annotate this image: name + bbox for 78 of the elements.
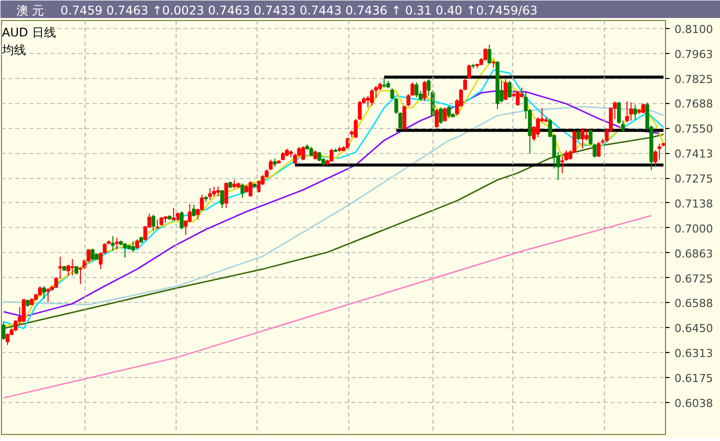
candlestick: [382, 78, 386, 88]
candlestick: [625, 100, 629, 123]
candlestick: [584, 128, 588, 141]
annotation: 均线: [0, 42, 26, 57]
candlestick: [446, 105, 451, 118]
candlestick: [180, 210, 184, 230]
candlestick: [131, 240, 135, 254]
candlestick: [370, 88, 374, 106]
y-tick-label: 0.7275: [674, 172, 713, 186]
candlestick: [208, 188, 212, 200]
candlestick: [313, 150, 318, 160]
candlestick: [301, 146, 306, 161]
candlestick: [212, 186, 216, 197]
y-tick-label: 0.6313: [674, 347, 713, 360]
candlestick: [483, 47, 488, 62]
candlestick: [390, 88, 394, 100]
y-tick-label: 0.6175: [674, 372, 713, 386]
y-tick-label: 0.6863: [674, 247, 713, 260]
candlestick: [516, 90, 520, 106]
candlestick: [402, 105, 406, 130]
candlestick: [414, 82, 418, 98]
candlestick: [629, 102, 633, 122]
candlestick: [508, 80, 512, 98]
candlestick: [467, 64, 472, 80]
candlestick: [110, 236, 115, 252]
candlestick: [90, 248, 95, 261]
y-tick-label: 0.7963: [674, 48, 713, 61]
candlestick: [224, 182, 228, 209]
chart-subtitle: 0.7459 0.7463 ↑0.0023 0.7463 0.7433 0.7443 0.7436 ↑ 0.31 0.40 ↑0.7459/63: [60, 3, 538, 18]
candlestick: [192, 204, 196, 217]
chart-title: 澳 元: [16, 3, 44, 18]
candlestick: [220, 189, 224, 209]
candlestick: [42, 286, 46, 300]
candlestick: [135, 238, 140, 250]
y-tick-label: 0.7688: [674, 98, 713, 111]
candlestick: [641, 102, 646, 114]
y-tick-label: 0.6588: [674, 297, 713, 310]
y-tick-label: 0.6725: [674, 272, 713, 286]
candlestick: [317, 151, 322, 162]
candlestick: [633, 104, 638, 120]
y-tick-label: 0.7413: [674, 148, 713, 161]
candlestick: [70, 258, 74, 276]
candlestick: [248, 181, 252, 197]
candlestick: [172, 208, 176, 221]
y-tick-label: 0.7550: [674, 122, 713, 136]
candlestick: [114, 237, 119, 250]
candlestick: [434, 108, 439, 128]
y-tick-label: 0.6450: [674, 322, 713, 336]
candlestick: [22, 298, 26, 322]
candlestick: [309, 146, 314, 157]
y-tick-label: 0.7138: [674, 197, 713, 210]
candlestick: [330, 148, 334, 162]
candlestick: [438, 106, 443, 124]
candlestick: [46, 288, 50, 303]
candlestick: [658, 143, 662, 160]
candlestick: [268, 159, 273, 171]
y-tick-label: 0.7825: [674, 72, 713, 86]
candlestick: [6, 332, 10, 346]
y-tick-label: 0.6038: [674, 396, 713, 410]
y-tick-label: 0.8100: [674, 22, 713, 36]
candlestick: [504, 78, 508, 101]
candlestick: [151, 214, 156, 232]
candlestick: [596, 142, 601, 158]
candlestick: [487, 44, 492, 64]
candlestick: [216, 186, 220, 197]
candlestick: [66, 264, 70, 276]
candlestick: [576, 129, 580, 141]
candlestick: [240, 182, 244, 199]
y-tick-label: 0.7000: [674, 222, 713, 236]
candlestick: [188, 204, 192, 223]
candlestick: [442, 106, 447, 122]
line-series: [2, 214, 652, 399]
candlestick: [580, 127, 584, 150]
annotation: AUD 日线: [2, 25, 56, 40]
candlestick: [2, 321, 6, 341]
candlestick: [123, 242, 127, 258]
candlestick: [560, 156, 564, 174]
candlestick: [422, 80, 427, 102]
